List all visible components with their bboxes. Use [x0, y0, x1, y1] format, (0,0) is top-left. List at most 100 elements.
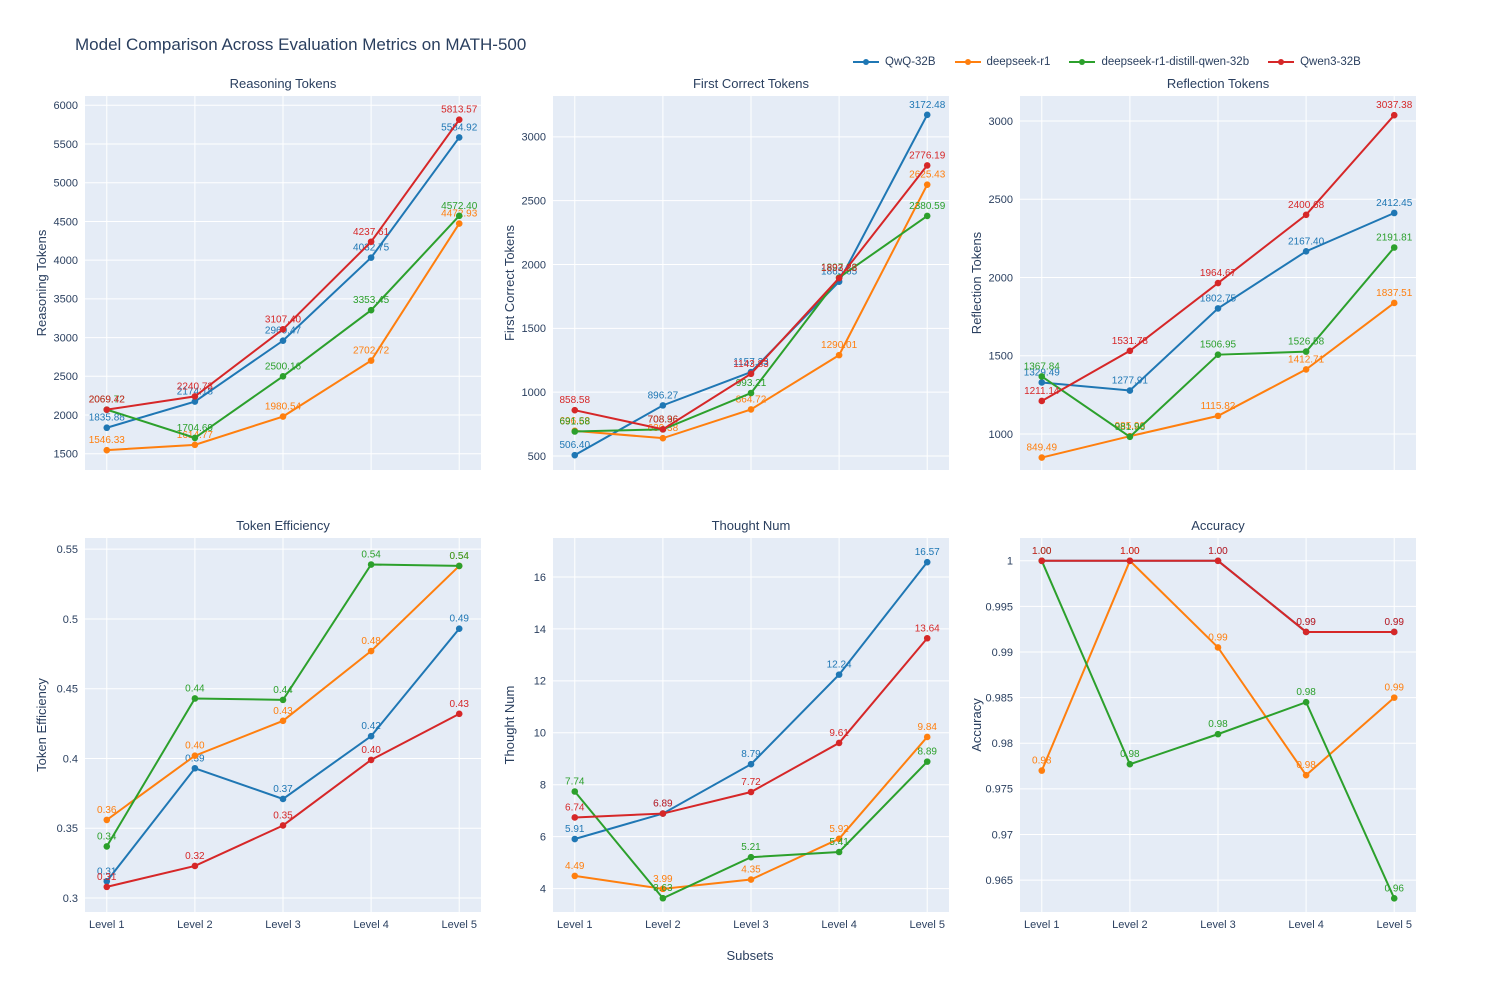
data-point-marker[interactable] [1214, 557, 1222, 565]
data-point-marker[interactable] [923, 758, 931, 765]
data-point-marker[interactable] [923, 558, 931, 566]
data-point-marker[interactable] [103, 883, 111, 891]
data-point-marker[interactable] [1390, 299, 1398, 307]
data-point-marker[interactable] [1302, 628, 1310, 636]
data-point-marker[interactable] [103, 843, 111, 850]
data-point-marker[interactable] [1038, 557, 1046, 565]
data-point-marker[interactable] [1126, 433, 1134, 441]
data-point-marker[interactable] [455, 134, 463, 141]
data-point-marker[interactable] [1214, 305, 1222, 312]
data-point-marker[interactable] [103, 877, 111, 885]
data-point-marker[interactable] [103, 424, 111, 432]
data-point-marker[interactable] [571, 451, 579, 459]
data-point-marker[interactable] [1302, 366, 1310, 373]
data-point-marker[interactable] [1214, 351, 1222, 358]
data-point-marker[interactable] [1390, 895, 1398, 902]
data-point-marker[interactable] [1126, 347, 1134, 355]
data-point-marker[interactable] [835, 351, 843, 359]
data-point-marker[interactable] [747, 760, 755, 768]
data-point-marker[interactable] [1390, 209, 1398, 217]
data-point-marker[interactable] [659, 402, 667, 409]
data-point-marker[interactable] [923, 634, 931, 642]
data-point-marker[interactable] [279, 717, 287, 725]
data-point-marker[interactable] [659, 894, 667, 902]
data-point-marker[interactable] [1126, 557, 1134, 565]
data-point-marker[interactable] [835, 274, 843, 282]
data-point-marker[interactable] [1302, 248, 1310, 255]
data-point-marker[interactable] [571, 406, 579, 414]
data-point-marker[interactable] [103, 446, 111, 454]
data-point-marker[interactable] [747, 370, 755, 378]
data-point-marker[interactable] [1038, 767, 1046, 774]
data-point-marker[interactable] [455, 220, 463, 227]
data-point-marker[interactable] [367, 357, 375, 364]
data-point-marker[interactable] [367, 647, 375, 655]
data-point-marker[interactable] [923, 733, 931, 741]
data-point-marker[interactable] [835, 739, 843, 747]
data-point-marker[interactable] [1302, 698, 1310, 706]
data-point-marker[interactable] [571, 814, 579, 821]
data-point-marker[interactable] [659, 885, 667, 893]
data-point-marker[interactable] [279, 822, 287, 829]
data-point-marker[interactable] [191, 393, 199, 400]
data-point-marker[interactable] [1302, 211, 1310, 219]
data-point-marker[interactable] [279, 413, 287, 420]
data-point-marker[interactable] [455, 116, 463, 124]
data-point-marker[interactable] [1126, 387, 1134, 394]
data-point-marker[interactable] [571, 428, 579, 435]
legend-item-qwq-32b[interactable]: QwQ-32B [852, 56, 936, 68]
data-point-marker[interactable] [659, 434, 667, 442]
data-point-marker[interactable] [367, 756, 375, 764]
data-point-marker[interactable] [191, 695, 199, 702]
data-point-marker[interactable] [835, 848, 843, 856]
data-point-marker[interactable] [191, 862, 199, 870]
data-point-marker[interactable] [367, 306, 375, 314]
data-point-marker[interactable] [191, 764, 199, 772]
data-point-marker[interactable] [571, 835, 579, 843]
data-point-marker[interactable] [367, 561, 375, 568]
data-point-marker[interactable] [367, 238, 375, 246]
data-point-marker[interactable] [191, 441, 199, 449]
data-point-marker[interactable] [1390, 628, 1398, 636]
data-point-marker[interactable] [191, 434, 199, 442]
data-point-marker[interactable] [191, 398, 199, 405]
data-point-marker[interactable] [659, 810, 667, 817]
data-point-marker[interactable] [923, 181, 931, 188]
data-point-marker[interactable] [103, 406, 111, 413]
data-point-marker[interactable] [571, 788, 579, 795]
data-point-marker[interactable] [1214, 644, 1222, 651]
data-point-marker[interactable] [191, 752, 199, 760]
data-point-marker[interactable] [923, 162, 931, 169]
data-point-marker[interactable] [367, 254, 375, 261]
data-point-marker[interactable] [455, 625, 463, 633]
data-point-marker[interactable] [1038, 397, 1046, 405]
data-point-marker[interactable] [1390, 694, 1398, 701]
data-point-marker[interactable] [923, 111, 931, 119]
data-point-marker[interactable] [103, 816, 111, 824]
data-point-marker[interactable] [1390, 111, 1398, 119]
data-point-marker[interactable] [659, 425, 667, 433]
data-point-marker[interactable] [1126, 760, 1134, 768]
data-point-marker[interactable] [455, 562, 463, 570]
data-point-marker[interactable] [1390, 244, 1398, 251]
data-point-marker[interactable] [279, 325, 287, 333]
data-point-marker[interactable] [923, 212, 931, 220]
data-point-marker[interactable] [571, 872, 579, 880]
data-point-marker[interactable] [747, 876, 755, 883]
data-point-marker[interactable] [1214, 730, 1222, 738]
data-point-marker[interactable] [1302, 771, 1310, 779]
data-point-marker[interactable] [1038, 373, 1046, 380]
data-point-marker[interactable] [747, 853, 755, 861]
data-point-marker[interactable] [279, 795, 287, 803]
data-point-marker[interactable] [835, 671, 843, 678]
data-point-marker[interactable] [279, 372, 287, 380]
legend-item-deepseek-r1[interactable]: deepseek-r1 [954, 56, 1050, 68]
data-point-marker[interactable] [1302, 348, 1310, 355]
data-point-marker[interactable] [747, 406, 755, 413]
data-point-marker[interactable] [279, 337, 287, 344]
data-point-marker[interactable] [455, 212, 463, 220]
data-point-marker[interactable] [835, 835, 843, 843]
data-point-marker[interactable] [1214, 279, 1222, 287]
data-point-marker[interactable] [1038, 379, 1046, 386]
legend-item-deepseek-r1-distill-qwen-32b[interactable]: deepseek-r1-distill-qwen-32b [1068, 56, 1249, 68]
